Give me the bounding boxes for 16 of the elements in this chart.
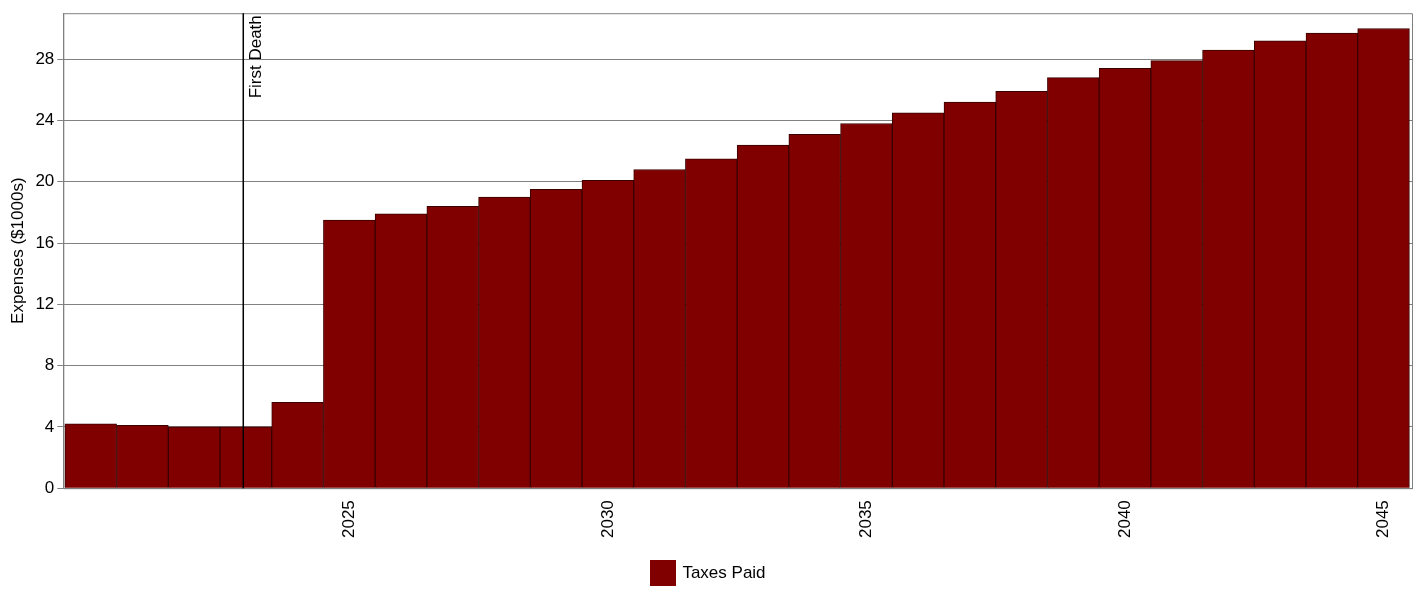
- y-tick-label: 0: [44, 477, 55, 497]
- x-tick-label: 2030: [597, 500, 617, 539]
- x-tick-label: 2035: [856, 500, 876, 539]
- legend-label: Taxes Paid: [682, 563, 766, 583]
- x-tick-label: 2040: [1114, 500, 1134, 539]
- x-tick-label: 2025: [338, 500, 358, 539]
- y-tick-label: 28: [35, 48, 55, 68]
- y-tick-label: 12: [35, 294, 55, 314]
- y-tick-label: 24: [35, 110, 55, 130]
- y-tick-label: 4: [44, 416, 55, 436]
- y-tick-label: 16: [35, 232, 55, 252]
- y-tick-label: 20: [35, 171, 55, 191]
- ref-line-label: First Death: [246, 15, 266, 99]
- y-axis-title: Expenses ($1000s): [7, 177, 27, 324]
- y-tick-label: 8: [44, 355, 55, 375]
- x-tick-label: 2045: [1373, 500, 1393, 539]
